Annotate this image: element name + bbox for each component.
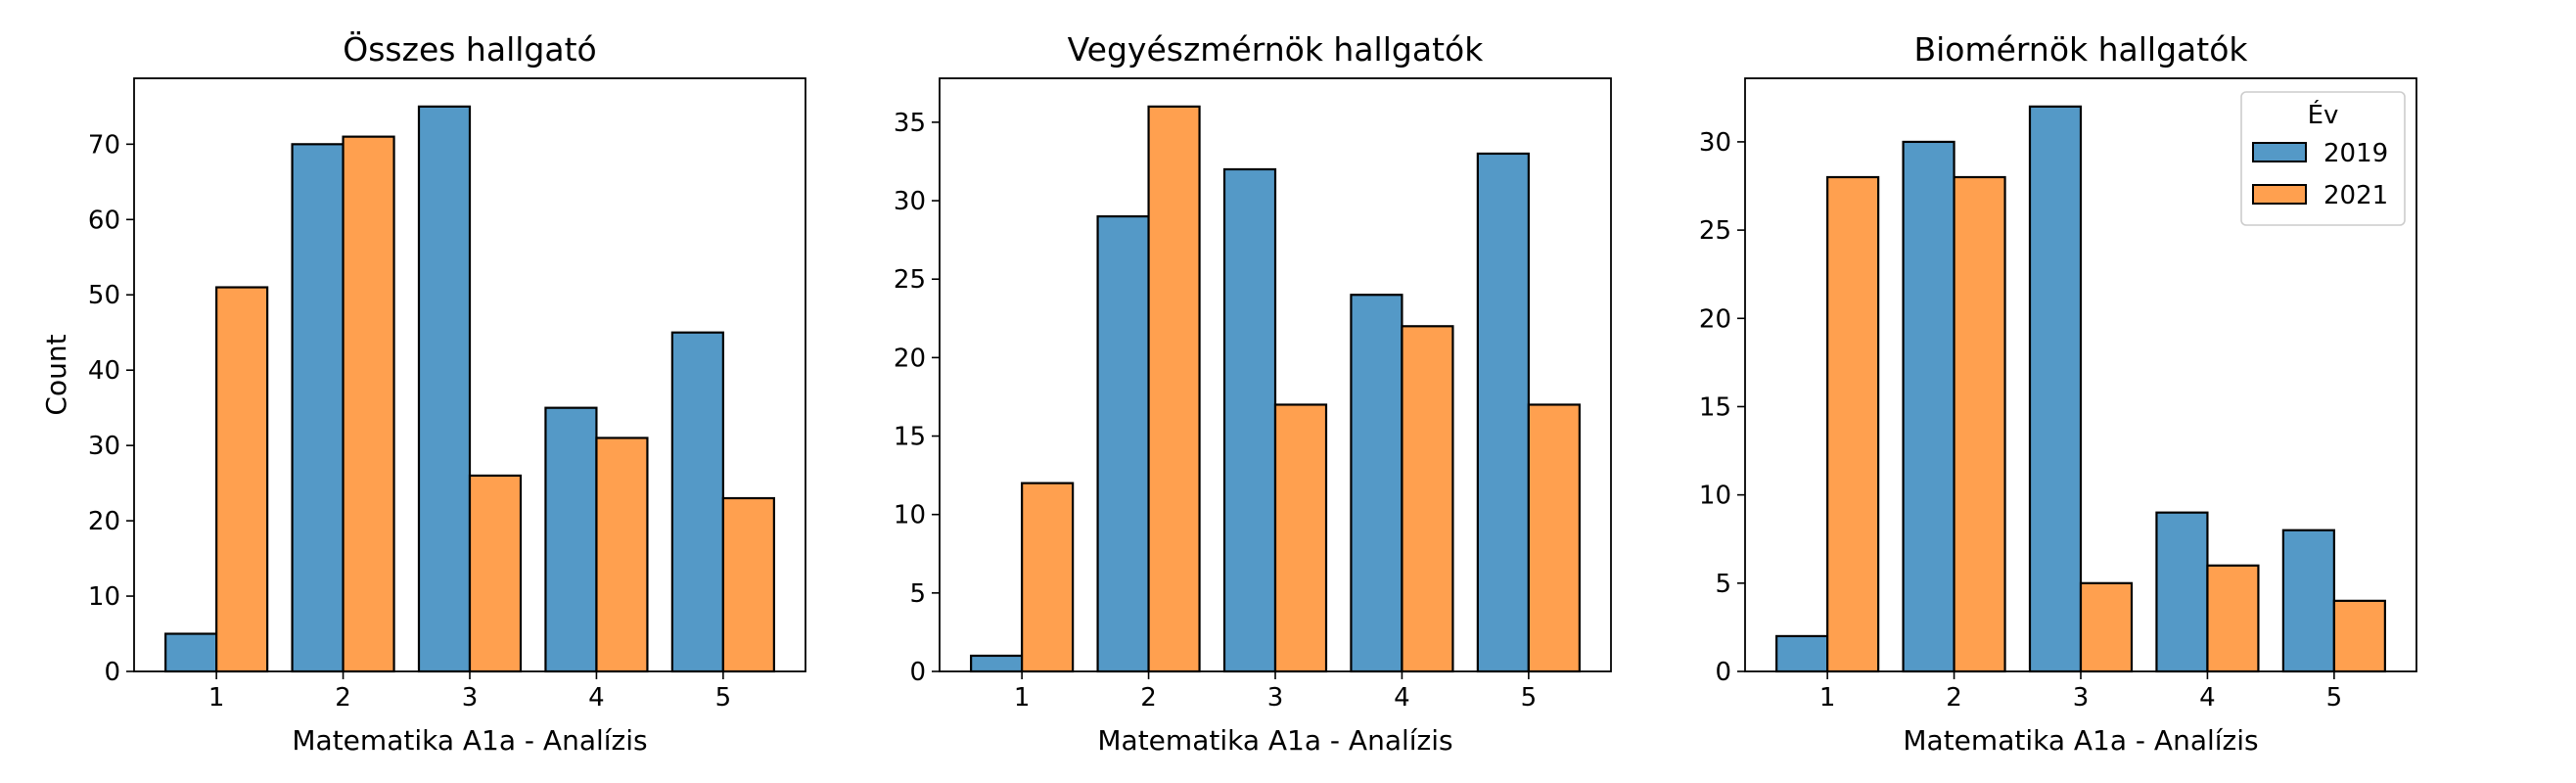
x-tick-label: 2: [1140, 683, 1157, 713]
bar-2021-2: [342, 135, 395, 673]
y-tick-label: 15: [894, 423, 926, 452]
y-tick-label: 15: [1699, 392, 1731, 422]
x-tick-label: 4: [2199, 683, 2216, 713]
legend-label-2019: 2019: [2323, 139, 2388, 168]
bar-2019-4: [544, 406, 598, 673]
bar-2021-4: [1401, 325, 1454, 673]
bar-2021-5: [2332, 599, 2386, 673]
y-tick-label: 20: [894, 344, 926, 373]
bar-2021-1: [1021, 482, 1075, 673]
y-tick-label: 30: [88, 432, 120, 461]
bar-2021-5: [1527, 403, 1581, 673]
chart-title: Vegyészmérnök hallgatók: [1068, 30, 1485, 69]
y-tick-label: 35: [894, 109, 926, 138]
x-tick-label: 3: [1267, 683, 1284, 713]
bar-2019-4: [1350, 294, 1403, 673]
x-tick-label: 5: [715, 683, 732, 713]
bar-2021-2: [1953, 175, 2006, 673]
y-tick-label: 30: [894, 187, 926, 216]
legend-label-2021: 2021: [2323, 181, 2388, 210]
bar-2021-1: [215, 286, 269, 673]
bar-2019-3: [1222, 167, 1277, 673]
x-tick-label: 3: [462, 683, 479, 713]
x-tick-label: 5: [1521, 683, 1538, 713]
x-tick-label: 1: [1819, 683, 1836, 713]
y-tick-label: 10: [1699, 482, 1731, 511]
y-tick-label: 20: [88, 507, 120, 536]
x-tick-label: 2: [1946, 683, 1962, 713]
legend-title: Év: [2308, 99, 2339, 130]
y-tick-label: 5: [1715, 570, 1731, 599]
y-tick-label: 10: [88, 582, 120, 612]
x-tick-label: 2: [335, 683, 351, 713]
bar-2019-1: [970, 654, 1024, 673]
chart-panel-3: 1 2 3 4 5 0 5 10 15 20 25 30 Biomérnök hallgatók Mate…: [1699, 30, 2417, 757]
bar-2019-2: [1096, 214, 1150, 673]
bar-2021-4: [2206, 564, 2260, 673]
x-axis-label: Matematika A1a - Analízis: [1903, 724, 2258, 757]
bar-2019-5: [670, 331, 724, 673]
x-tick-label: 5: [2326, 683, 2343, 713]
x-tick-label: 3: [2073, 683, 2090, 713]
y-tick-label: 0: [1715, 658, 1731, 687]
y-tick-label: 25: [894, 265, 926, 295]
x-tick-label: 4: [1394, 683, 1410, 713]
y-tick-label: 20: [1699, 304, 1731, 334]
y-tick-label: 60: [88, 206, 120, 235]
bar-2019-5: [2281, 529, 2335, 673]
bar-2019-1: [1775, 634, 1829, 673]
y-axis-label: Count: [40, 334, 72, 415]
bar-2019-3: [417, 105, 472, 673]
x-axis-label: Matematika A1a - Analízis: [1097, 724, 1452, 757]
legend-swatch-2019: [2252, 142, 2307, 162]
legend-swatch-2021: [2252, 184, 2307, 205]
bar-2019-5: [1476, 152, 1530, 673]
bar-2019-3: [2028, 105, 2083, 673]
y-tick-label: 0: [104, 658, 120, 687]
legend: Év 2019 2021: [2240, 91, 2406, 226]
y-tick-label: 70: [88, 130, 120, 160]
x-tick-label: 1: [1014, 683, 1031, 713]
y-tick-label: 0: [909, 658, 926, 687]
y-tick-label: 5: [909, 579, 926, 609]
bar-2021-1: [1826, 175, 1880, 673]
y-tick-label: 25: [1699, 216, 1731, 246]
bar-2021-3: [1273, 403, 1328, 673]
bar-2021-3: [468, 474, 523, 673]
bar-2019-2: [291, 143, 345, 673]
x-axis-label: Matematika A1a - Analízis: [292, 724, 647, 757]
chart-title: Összes hallgató: [343, 29, 596, 69]
y-tick-label: 40: [88, 356, 120, 386]
chart-title: Biomérnök hallgatók: [1913, 30, 2248, 69]
bar-2019-1: [164, 632, 218, 673]
y-tick-label: 50: [88, 281, 120, 310]
bar-2021-3: [2079, 581, 2134, 673]
bar-2021-5: [721, 496, 775, 673]
y-tick-label: 10: [894, 501, 926, 530]
x-tick-label: 1: [208, 683, 225, 713]
bar-2019-4: [2155, 511, 2209, 673]
y-tick-label: 30: [1699, 128, 1731, 158]
x-tick-label: 4: [588, 683, 605, 713]
chart-panel-2: 1 2 3 4 5 0 5 10 15 20 25 30 35 Vegyészmérnök hallgat…: [894, 30, 1612, 757]
bar-2021-2: [1147, 105, 1201, 673]
bar-2019-2: [1902, 140, 1955, 673]
bar-2021-4: [595, 437, 649, 673]
